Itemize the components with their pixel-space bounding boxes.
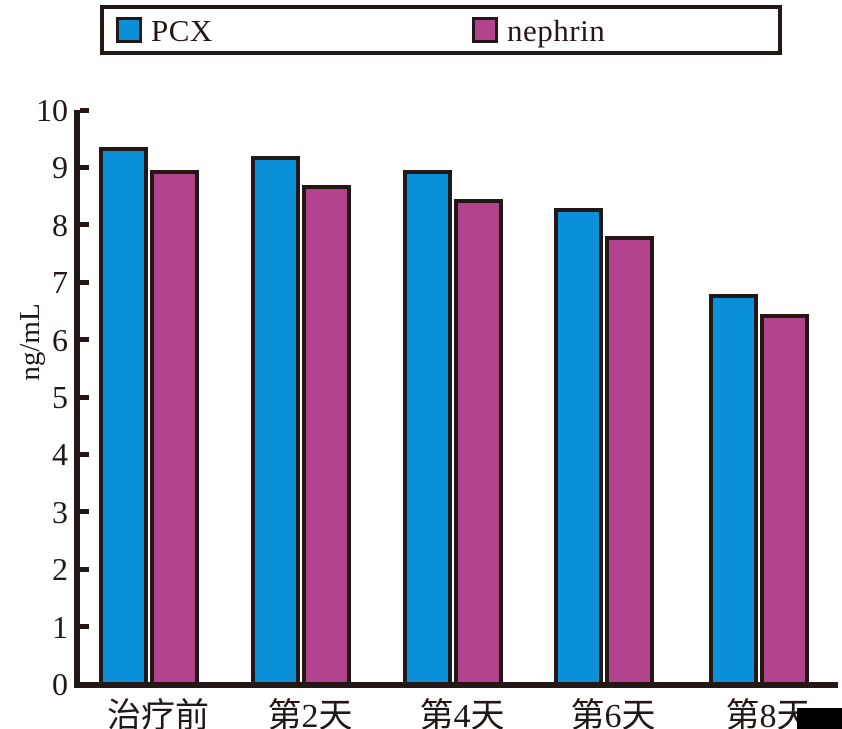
y-tick [80,222,89,228]
nephrin-color-swatch [472,17,498,43]
legend-item-nephrin: nephrin [472,9,605,51]
y-tick [80,566,89,572]
bar-pcx-3 [403,170,452,686]
y-tick [80,509,89,515]
x-category-label: 第2天 [267,698,353,729]
bar-nephrin-4 [605,236,654,686]
x-category-label: 第4天 [419,698,505,729]
pcx-color-swatch [116,17,142,43]
bar-nephrin-5 [760,314,809,686]
x-category-label: 第6天 [570,698,656,729]
y-tick-label: 5 [52,379,68,415]
y-tick [80,279,89,285]
corner-artifact-box [797,708,842,729]
bar-nephrin-1 [150,170,199,686]
y-tick-label: 9 [52,149,68,186]
bar-nephrin-2 [302,185,351,686]
y-tick-label: 6 [52,321,68,358]
y-tick [80,107,89,113]
y-tick [80,337,89,343]
y-tick-label: 3 [52,493,68,530]
legend-label-pcx: PCX [151,12,213,48]
bar-pcx-2 [251,156,300,686]
y-tick-label: 1 [52,608,68,645]
y-tick [80,624,89,630]
legend-item-pcx: PCX [116,9,213,51]
y-tick [80,451,89,457]
y-tick-label: 10 [36,92,68,128]
legend: PCX nephrin [100,5,782,55]
y-tick-label: 4 [52,436,68,473]
y-tick-label: 8 [52,206,68,243]
y-axis-line [74,110,80,688]
y-tick [80,394,89,400]
y-tick-label: 0 [52,666,68,702]
bar-pcx-5 [709,294,758,686]
legend-label-nephrin: nephrin [507,12,606,48]
x-category-label: 第8天 [725,698,811,729]
y-tick-label: 7 [52,264,68,301]
bar-pcx-4 [554,208,603,686]
x-category-label: 治疗前 [107,698,209,729]
y-tick [80,164,89,170]
y-tick-label: 2 [52,551,68,588]
bar-nephrin-3 [454,199,503,686]
bar-pcx-1 [99,147,148,686]
